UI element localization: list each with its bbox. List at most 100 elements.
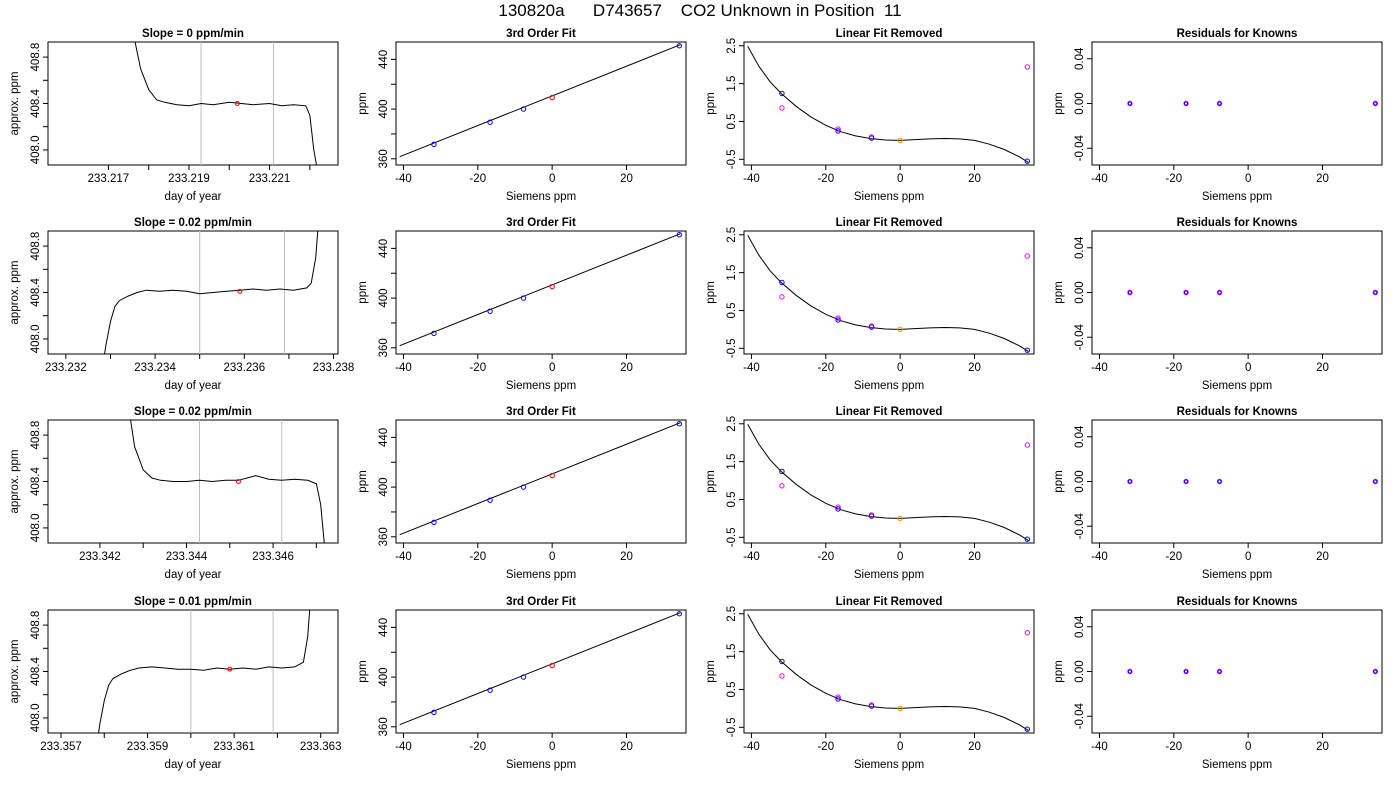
plot-area	[399, 232, 683, 347]
panel-title: Residuals for Knowns	[1177, 217, 1298, 229]
plot-frame	[743, 419, 1035, 544]
x-tick-label: 233.232	[45, 362, 87, 374]
panel-fit-row-3: 3rd Order Fit -40 -20 0 20 Siemens ppm 360 400 4…	[357, 596, 687, 771]
unknown-point	[549, 662, 555, 669]
alternate-fit-point	[835, 315, 841, 321]
residual-point	[1217, 101, 1222, 106]
x-tick-label: 233.361	[213, 741, 255, 753]
y-axis-label: approx. ppm	[9, 261, 21, 325]
plot-frame	[1091, 609, 1383, 734]
residual-point-outer	[1183, 100, 1189, 107]
known-standard-point	[835, 696, 841, 702]
panel-title: Linear Fit Removed	[836, 217, 943, 229]
x-tick-label: 20	[1316, 173, 1329, 185]
x-tick-label: 0	[1245, 551, 1251, 563]
y-tick-label: 0.04	[1074, 236, 1086, 259]
residual-point	[1127, 479, 1133, 484]
plot-area	[130, 420, 325, 543]
y-tick-label: 408.4	[30, 467, 42, 496]
residual-point	[1127, 669, 1133, 674]
x-tick-label: 233.217	[88, 173, 130, 185]
x-tick-label: 0	[1245, 173, 1251, 185]
x-tick-label: 0	[897, 362, 903, 374]
y-tick-label: 408.4	[30, 657, 42, 686]
plot-frame	[743, 230, 1035, 355]
x-axis-label: Siemens ppm	[506, 380, 576, 392]
alternate-fit-point	[1024, 630, 1031, 636]
x-tick-label: -40	[1091, 741, 1108, 753]
known-standard-point	[676, 611, 683, 617]
alternate-fit-point	[779, 294, 785, 300]
fit-curve	[399, 612, 681, 726]
x-tick-label: -40	[395, 551, 412, 563]
known-standard-point	[487, 687, 493, 693]
plot-area	[747, 423, 1031, 542]
plot-area	[1127, 100, 1379, 107]
x-tick-label: -40	[1091, 362, 1108, 374]
plot-frame	[395, 230, 687, 355]
panel-title: Linear Fit Removed	[836, 596, 943, 608]
residual-point-outer	[1127, 289, 1133, 296]
plot-area	[399, 611, 683, 726]
y-tick-label: 0.00	[1074, 470, 1086, 492]
known-standard-point	[835, 317, 841, 323]
y-tick-label: 360	[378, 527, 390, 546]
x-tick-label: -20	[1165, 741, 1182, 753]
y-tick-label: 2.5	[726, 38, 738, 54]
x-axis-label: day of year	[165, 380, 222, 392]
x-tick-label: -40	[395, 173, 412, 185]
y-tick-label: 408.0	[30, 136, 42, 165]
mean-point	[227, 666, 233, 672]
panel-linear-removed-row-2: Linear Fit Removed -40 -20 0 20 Siemens ppm -0…	[705, 406, 1035, 581]
y-tick-label: 0.5	[726, 113, 738, 129]
residual-point-outer	[1127, 668, 1133, 675]
x-tick-label: 233.221	[249, 173, 291, 185]
x-tick-label: 0	[897, 173, 903, 185]
residual-point-outer	[1216, 289, 1223, 296]
plot-area	[747, 234, 1031, 353]
x-tick-label: -20	[469, 173, 486, 185]
panel-title: Slope = 0.01 ppm/min	[134, 596, 252, 608]
x-tick-label: 233.219	[168, 173, 210, 185]
known-standard-point	[779, 658, 785, 665]
panel-time-series-row-2: Slope = 0.02 ppm/min 233.342 233.344 233.34…	[9, 406, 339, 581]
plot-frame	[743, 609, 1035, 734]
panel-residuals-row-1: Residuals for Knowns -40 -20 0 20 Siemens ppm…	[1053, 217, 1383, 392]
y-tick-label: 440	[378, 618, 390, 637]
y-tick-label: 1.5	[726, 76, 738, 92]
y-tick-label: 2.5	[726, 227, 738, 243]
panel-linear-removed-row-1: Linear Fit Removed -40 -20 0 20 Siemens ppm -0…	[705, 217, 1035, 392]
residual-point-outer	[1127, 100, 1133, 107]
concentration-trace	[134, 42, 317, 165]
mean-point	[237, 288, 243, 294]
x-tick-label: -40	[743, 551, 760, 563]
residual-point	[1217, 290, 1222, 295]
alternate-fit-point	[835, 126, 841, 132]
x-axis-label: Siemens ppm	[854, 569, 924, 581]
y-axis-label: ppm	[357, 92, 369, 114]
y-axis-label: ppm	[1053, 470, 1065, 492]
x-tick-label: 233.234	[134, 362, 176, 374]
residual-point-outer	[1372, 668, 1379, 675]
y-tick-label: -0.5	[726, 338, 738, 358]
known-standard-point	[487, 119, 493, 125]
unknown-point	[897, 705, 903, 712]
residual-point-outer	[1372, 100, 1379, 107]
panel-fit-row-0: 3rd Order Fit -40 -20 0 20 Siemens ppm 360 400 4…	[357, 28, 687, 203]
x-tick-label: -40	[743, 362, 760, 374]
x-tick-label: -20	[817, 173, 834, 185]
y-axis-label: ppm	[357, 660, 369, 682]
known-standard-point	[779, 90, 785, 97]
x-tick-label: 233.342	[79, 551, 121, 563]
known-standard-point	[1024, 347, 1031, 353]
y-tick-label: 0.04	[1074, 47, 1086, 70]
plot-area	[1127, 668, 1379, 675]
y-tick-label: 360	[378, 338, 390, 357]
x-tick-label: -20	[469, 741, 486, 753]
x-tick-label: 20	[1316, 551, 1329, 563]
y-tick-label: 2.5	[726, 416, 738, 432]
x-tick-label: 233.346	[252, 551, 294, 563]
known-standard-point	[1024, 536, 1031, 542]
alternate-fit-point	[1024, 253, 1031, 259]
cubic-residual-curve	[747, 613, 1029, 731]
